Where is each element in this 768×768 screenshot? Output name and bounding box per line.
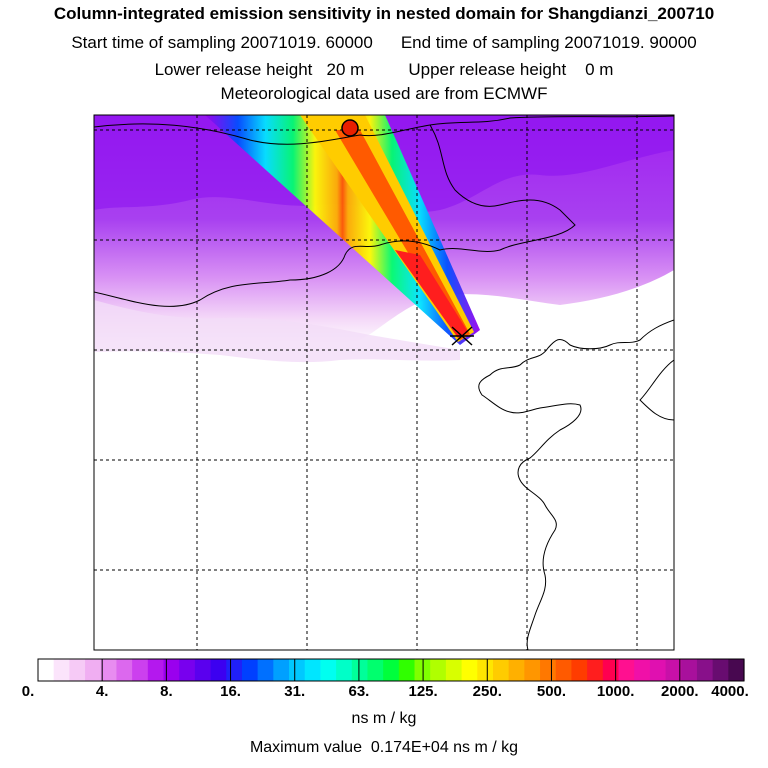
colorbar-cell xyxy=(524,659,541,681)
colorbar-cell xyxy=(634,659,651,681)
colorbar-tick-label: 0. xyxy=(21,683,35,700)
coastline-peninsula xyxy=(478,319,674,650)
coastline-bohai xyxy=(94,124,576,307)
colorbar-cell xyxy=(571,659,588,681)
colorbar-cell xyxy=(430,659,447,681)
start-time-label: Start time of sampling 20071019. 60000 xyxy=(71,33,373,52)
colorbar-cell xyxy=(53,659,70,681)
release-heights: Lower release height 20 m Upper release h… xyxy=(0,60,768,80)
colorbar-cell xyxy=(555,659,573,681)
colorbar-cells xyxy=(38,659,745,681)
colorbar-cell xyxy=(681,659,698,681)
colorbar-cell xyxy=(351,659,369,681)
colorbar-tick-label: 500. xyxy=(536,683,567,700)
colorbar-units: ns m / kg xyxy=(351,710,417,727)
colorbar-tick-label: 16. xyxy=(220,683,241,700)
colorbar-cell xyxy=(477,659,494,681)
colorbar-cell xyxy=(163,659,180,681)
colorbar-cell xyxy=(226,659,243,681)
colorbar-cell xyxy=(132,659,149,681)
grid-lines xyxy=(94,115,674,650)
colorbar-tick-label: 2000. xyxy=(661,683,699,700)
maximum-marker xyxy=(341,119,359,137)
colorbar-tick-label: 4000. xyxy=(711,683,749,700)
colorbar-tick-label: 63. xyxy=(348,683,370,700)
colorbar-tick-label: 125. xyxy=(408,683,438,700)
colorbar-cell xyxy=(100,659,118,681)
colorbar-cell xyxy=(492,659,510,681)
colorbar-cell xyxy=(116,659,133,681)
colorbar-cell xyxy=(179,659,196,681)
colorbar-cell xyxy=(38,659,55,681)
colorbar-cell xyxy=(696,659,714,681)
colorbar-cell xyxy=(508,659,525,681)
met-data-label: Meteorological data used are from ECMWF xyxy=(220,84,548,103)
colorbar-cell xyxy=(147,659,165,681)
sampling-times: Start time of sampling 20071019. 60000 En… xyxy=(0,33,768,53)
colorbar-cell xyxy=(649,659,667,681)
colorbar-cell xyxy=(398,659,416,681)
plume xyxy=(205,115,480,345)
colorbar-cell xyxy=(618,659,635,681)
light-sensitivity-area xyxy=(94,300,460,363)
colorbar-cell xyxy=(445,659,463,681)
colorbar-tick-label: 1000. xyxy=(596,683,635,700)
colorbar-tick-label: 31. xyxy=(284,683,306,700)
colorbar-tick-label: 4. xyxy=(95,683,109,700)
colorbar-dividers xyxy=(101,659,681,681)
colorbar-cell xyxy=(273,659,290,681)
lower-release-label: Lower release height 20 m xyxy=(154,60,365,79)
colorbar-cell xyxy=(602,659,620,681)
colorbar-cell xyxy=(665,659,682,681)
colorbar-tick-label: 250. xyxy=(472,683,502,700)
colorbar-cell xyxy=(712,659,729,681)
colorbar-cell xyxy=(320,659,337,681)
map-frame xyxy=(93,114,675,651)
upper-release-label: Upper release height 0 m xyxy=(408,60,614,79)
coastline-north xyxy=(94,115,674,145)
sensitivity-field xyxy=(94,115,674,650)
colorbar-cell xyxy=(728,659,745,681)
colorbar-frame xyxy=(37,658,745,682)
colorbar-cell xyxy=(194,659,212,681)
plot-title: Column-integrated emission sensitivity i… xyxy=(53,4,715,23)
colorbar-cell xyxy=(241,659,259,681)
colorbar-cell xyxy=(69,659,86,681)
colorbar-cell xyxy=(587,659,604,681)
colorbar-cell xyxy=(383,659,400,681)
colorbar-tick-label: 8. xyxy=(160,683,173,700)
coastline-korea xyxy=(639,359,674,421)
colorbar-cell xyxy=(461,659,478,681)
colorbar-cell xyxy=(210,659,227,681)
end-time-label: End time of sampling 20071019. 90000 xyxy=(400,33,697,52)
colorbar-cell xyxy=(540,659,557,681)
plume-peak xyxy=(395,250,468,338)
colorbar-cell xyxy=(257,659,274,681)
colorbar-cell xyxy=(289,659,306,681)
plume-outer xyxy=(205,115,480,345)
colorbar-cell xyxy=(367,659,384,681)
colorbar-cell xyxy=(304,659,321,681)
receptor-marker xyxy=(450,326,474,346)
coastlines xyxy=(94,115,674,650)
maximum-value-label: Maximum value 0.174E+04 ns m / kg xyxy=(249,739,519,756)
colorbar-cell xyxy=(85,659,102,681)
colorbar-cell xyxy=(336,659,353,681)
